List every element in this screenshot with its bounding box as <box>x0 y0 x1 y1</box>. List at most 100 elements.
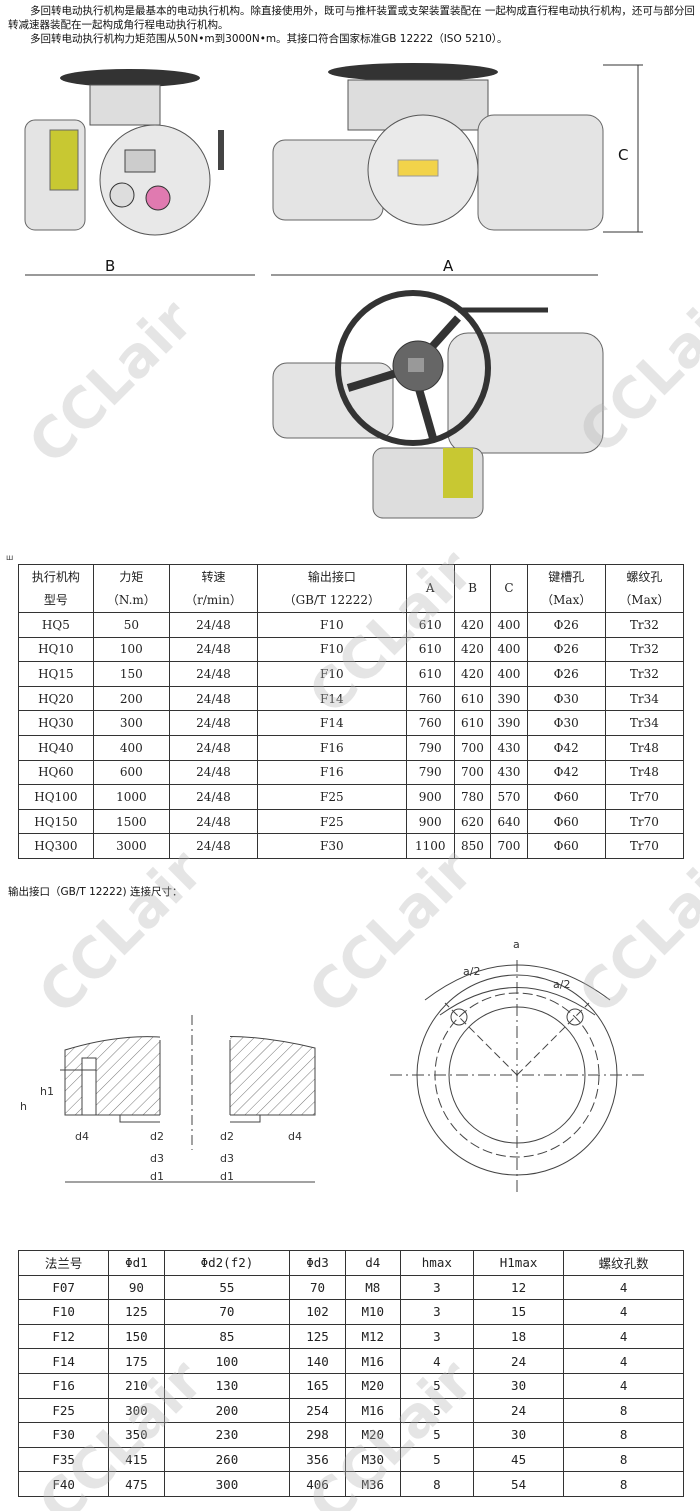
spec-table-cell: 780 <box>453 784 492 810</box>
spec-table-cell: Φ30 <box>526 710 606 736</box>
spec-table-cell: 610 <box>405 612 455 638</box>
dimension-label-a: A <box>443 257 454 275</box>
spec-table-cell: 620 <box>453 808 492 835</box>
flange-table-cell: F16 <box>17 1372 110 1399</box>
flange-table-cell: M16 <box>344 1397 401 1424</box>
spec-table-cell: 50 <box>92 612 170 638</box>
label-h1: h1 <box>40 1085 54 1098</box>
label-a-half-left: a/2 <box>463 965 480 978</box>
label-d4-left: d4 <box>75 1130 89 1143</box>
intro-paragraph-2: 多回转电动执行机构力矩范围从50N•m到3000N•m。其接口符合国家标准GB … <box>30 33 508 45</box>
flange-table-cell: F12 <box>17 1323 110 1350</box>
flange-header-cell: H1max <box>472 1250 565 1276</box>
flange-section-drawing: h1 h d4 d2 d2 d4 d3 d3 d1 d1 <box>20 1015 316 1183</box>
spec-table-row: HQ300 3000 24/48 F30 1100 850 700 Φ60 Tr70 <box>18 833 685 859</box>
spec-table-cell: HQ10 <box>18 636 94 663</box>
flange-table-cell: 85 <box>163 1323 291 1350</box>
flange-table-cell: 8 <box>563 1471 684 1497</box>
spec-table-cell: 400 <box>92 734 170 761</box>
flange-table-cell: 298 <box>289 1422 346 1448</box>
flange-table-cell: 4 <box>563 1274 684 1301</box>
spec-header-cell: 转速 （r/min） <box>168 564 259 613</box>
spec-table-cell: Tr70 <box>604 784 685 810</box>
spec-table-row: HQ60 600 24/48 F16 790 700 430 Φ42 Tr48 <box>18 759 685 786</box>
spec-header-cell: B <box>453 564 492 613</box>
flange-table-cell: 8 <box>563 1446 684 1473</box>
spec-table-cell: HQ150 <box>18 808 94 835</box>
spec-table-cell: Tr48 <box>604 734 685 761</box>
spec-table-cell: 420 <box>453 661 492 687</box>
flange-table-cell: F30 <box>17 1422 110 1448</box>
spec-header-text: （GB/T 12222） <box>283 592 381 607</box>
spec-table-cell: 24/48 <box>168 808 259 835</box>
flange-table-cell: 55 <box>163 1274 291 1301</box>
spec-table-cell: Φ42 <box>526 734 606 761</box>
flange-table-cell: 5 <box>399 1422 474 1448</box>
flange-table-cell: 4 <box>399 1348 474 1374</box>
flange-header-text: hmax <box>421 1255 452 1271</box>
spec-table-row: HQ10 100 24/48 F10 610 420 400 Φ26 Tr32 <box>18 636 685 663</box>
flange-table-cell: M20 <box>344 1422 401 1448</box>
spec-table-cell: 24/48 <box>168 661 259 687</box>
flange-table-cell: F35 <box>17 1446 110 1473</box>
flange-header-cell: 法兰号 <box>17 1250 110 1276</box>
flange-table-cell: 30 <box>472 1422 565 1448</box>
spec-table-cell: 700 <box>453 734 492 761</box>
spec-table-cell: Φ30 <box>526 685 606 712</box>
flange-header-text: 螺纹孔数 <box>598 1256 649 1272</box>
spec-table-cell: 24/48 <box>168 833 259 859</box>
spec-table-cell: Tr48 <box>604 759 685 786</box>
dimension-label-b: B <box>105 257 115 275</box>
spec-table-cell: 790 <box>405 759 455 786</box>
flange-header-cell: hmax <box>399 1250 474 1276</box>
spec-table-cell: Tr32 <box>604 636 685 663</box>
spec-header-text: 力矩 <box>119 569 144 584</box>
spec-table-cell: 24/48 <box>168 710 259 736</box>
label-d3-right: d3 <box>220 1152 234 1165</box>
flange-table-cell: 254 <box>289 1397 346 1424</box>
flange-table-cell: 24 <box>472 1348 565 1374</box>
spec-table-row: HQ30 300 24/48 F14 760 610 390 Φ30 Tr34 <box>18 710 685 736</box>
spec-header-cell: A <box>405 564 455 613</box>
spec-table-cell: 1100 <box>405 833 455 859</box>
spec-table-cell: F16 <box>257 734 407 761</box>
spec-header-text: （r/min） <box>185 592 242 607</box>
spec-header-row: 执行机构 型号 力矩 （N.m） 转速 （r/min） 输出接口 （GB/T 12222） A B… <box>18 564 685 613</box>
spec-header-text: （Max） <box>541 592 592 607</box>
flange-table-cell: 45 <box>472 1446 565 1473</box>
flange-table-cell: M16 <box>344 1348 401 1374</box>
spec-table-cell: 640 <box>490 808 528 835</box>
spec-header-cell: 螺纹孔 （Max） <box>604 564 685 613</box>
spec-table-cell: 420 <box>453 636 492 663</box>
flange-table-row: F16 210 130 165 M20 5 30 4 <box>17 1372 684 1399</box>
flange-table-cell: F40 <box>17 1471 110 1497</box>
spec-table-cell: 24/48 <box>168 685 259 712</box>
actuator-side-view: B <box>24 69 255 276</box>
flange-table-row: F10 125 70 102 M10 3 15 4 <box>17 1299 684 1325</box>
flange-table-cell: 4 <box>563 1348 684 1374</box>
flange-top-drawing: a a/2 a/2 <box>390 938 645 1195</box>
flange-table-row: F14 175 100 140 M16 4 24 4 <box>17 1348 684 1374</box>
flange-table-cell: 24 <box>472 1397 565 1424</box>
flange-table-cell: F10 <box>17 1299 110 1325</box>
spec-table-row: HQ40 400 24/48 F16 790 700 430 Φ42 Tr48 <box>18 734 685 761</box>
spec-table-cell: Φ26 <box>526 636 606 663</box>
flange-table-cell: 8 <box>563 1422 684 1448</box>
flange-table-cell: M20 <box>344 1372 401 1399</box>
flange-table-cell: M12 <box>344 1323 401 1350</box>
spec-header-text: 执行机构 <box>31 569 80 584</box>
flange-table-cell: F14 <box>17 1348 110 1374</box>
flange-table-cell: 3 <box>399 1299 474 1325</box>
spec-table-cell: 24/48 <box>168 759 259 786</box>
spec-table-cell: 570 <box>490 784 528 810</box>
flange-header-text: 法兰号 <box>44 1256 83 1272</box>
spec-table-cell: 400 <box>490 636 528 663</box>
flange-header-cell: Φd1 <box>108 1250 165 1276</box>
spec-table-cell: 200 <box>92 685 170 712</box>
flange-table-cell: 12 <box>472 1274 565 1301</box>
spec-table-cell: 430 <box>490 734 528 761</box>
flange-header-row: 法兰号 Φd1 Φd2(f2) Φd3 d4 hmax H1max 螺纹孔数 <box>17 1250 684 1276</box>
spec-table-cell: Φ26 <box>526 661 606 687</box>
flange-table-cell: 8 <box>399 1471 474 1497</box>
watermark: CCLair <box>26 837 216 1028</box>
